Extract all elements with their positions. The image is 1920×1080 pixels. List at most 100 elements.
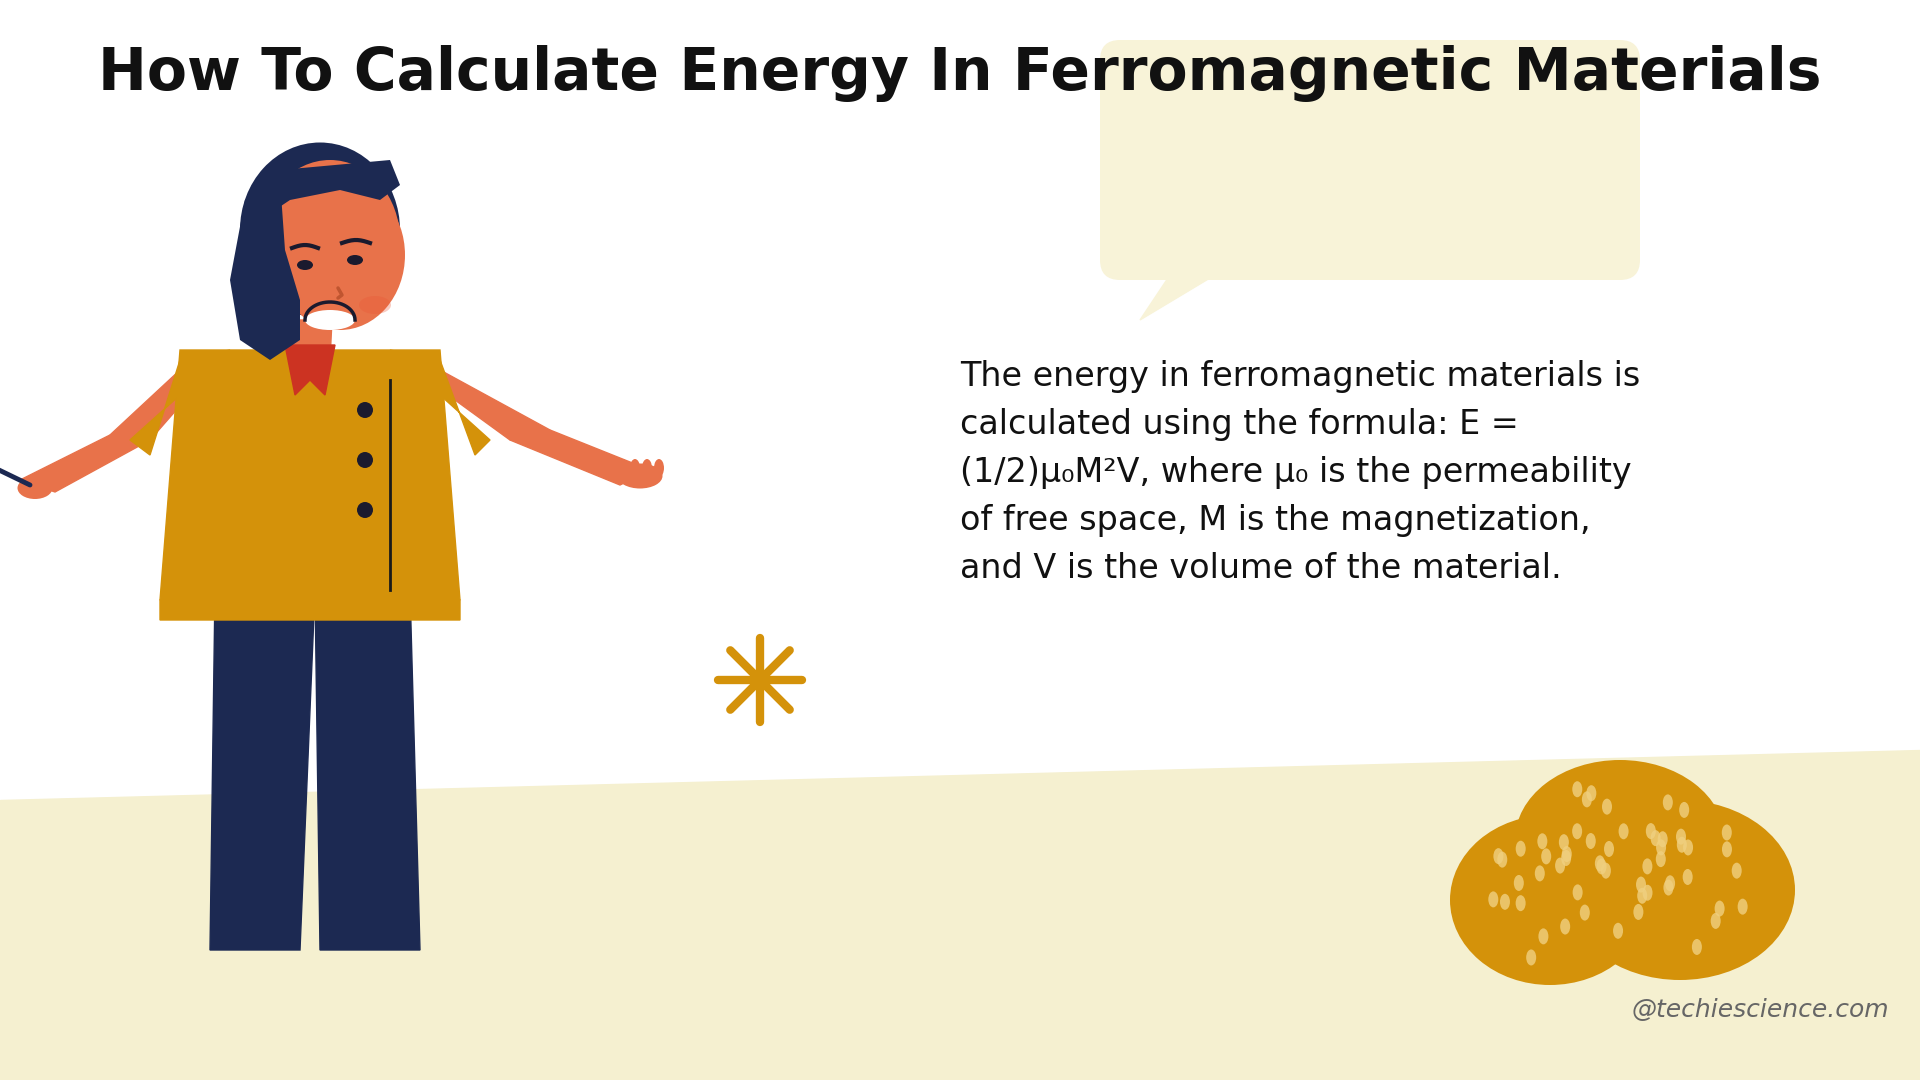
Ellipse shape xyxy=(618,459,628,477)
Ellipse shape xyxy=(275,180,405,330)
Ellipse shape xyxy=(305,310,355,330)
Polygon shape xyxy=(399,360,549,440)
Ellipse shape xyxy=(1513,875,1524,891)
Ellipse shape xyxy=(1500,894,1509,909)
Ellipse shape xyxy=(1561,846,1572,862)
Ellipse shape xyxy=(1559,834,1569,850)
Ellipse shape xyxy=(1596,855,1605,872)
Ellipse shape xyxy=(1515,895,1526,912)
Text: calculated using the formula: E =: calculated using the formula: E = xyxy=(960,408,1519,441)
Ellipse shape xyxy=(1642,885,1653,901)
Text: @techiescience.com: @techiescience.com xyxy=(1632,998,1889,1022)
Text: How To Calculate Energy In Ferromagnetic Materials: How To Calculate Energy In Ferromagnetic… xyxy=(98,45,1822,102)
Ellipse shape xyxy=(1732,863,1741,879)
Polygon shape xyxy=(19,435,150,492)
Polygon shape xyxy=(230,180,300,360)
Ellipse shape xyxy=(17,477,52,499)
Polygon shape xyxy=(288,320,332,360)
Polygon shape xyxy=(159,561,461,620)
Ellipse shape xyxy=(1636,877,1645,892)
Ellipse shape xyxy=(1634,904,1644,920)
Ellipse shape xyxy=(1561,850,1571,866)
Ellipse shape xyxy=(1534,865,1546,881)
Text: The energy in ferromagnetic materials is: The energy in ferromagnetic materials is xyxy=(960,360,1640,393)
Ellipse shape xyxy=(1638,888,1647,904)
Ellipse shape xyxy=(1645,823,1655,839)
Circle shape xyxy=(357,453,372,468)
Ellipse shape xyxy=(1657,839,1667,855)
Ellipse shape xyxy=(1586,785,1596,801)
Text: of free space, M is the magnetization,: of free space, M is the magnetization, xyxy=(960,504,1590,537)
Ellipse shape xyxy=(1722,824,1732,840)
Ellipse shape xyxy=(1613,922,1622,939)
Ellipse shape xyxy=(1572,781,1582,797)
Ellipse shape xyxy=(618,463,662,488)
Polygon shape xyxy=(255,160,399,220)
Ellipse shape xyxy=(298,260,313,270)
Ellipse shape xyxy=(348,256,363,264)
Ellipse shape xyxy=(1565,800,1795,980)
Polygon shape xyxy=(159,350,461,600)
Circle shape xyxy=(301,261,309,269)
FancyBboxPatch shape xyxy=(1100,40,1640,280)
Ellipse shape xyxy=(655,459,664,477)
Ellipse shape xyxy=(1655,851,1667,867)
Ellipse shape xyxy=(1663,795,1672,810)
Ellipse shape xyxy=(1676,837,1688,853)
Ellipse shape xyxy=(1580,905,1590,920)
Ellipse shape xyxy=(1680,802,1690,818)
Ellipse shape xyxy=(1642,859,1653,875)
Ellipse shape xyxy=(630,459,639,477)
Ellipse shape xyxy=(1538,834,1548,849)
Ellipse shape xyxy=(348,255,363,265)
Circle shape xyxy=(351,256,361,264)
Ellipse shape xyxy=(298,261,311,269)
Circle shape xyxy=(357,402,372,418)
Ellipse shape xyxy=(1494,848,1503,864)
Ellipse shape xyxy=(1515,760,1724,920)
Ellipse shape xyxy=(1682,869,1693,885)
Ellipse shape xyxy=(1676,828,1686,845)
Ellipse shape xyxy=(1498,852,1507,867)
Ellipse shape xyxy=(1561,918,1571,934)
Circle shape xyxy=(357,502,372,518)
Ellipse shape xyxy=(1450,815,1649,985)
Polygon shape xyxy=(209,590,315,950)
Ellipse shape xyxy=(1582,792,1592,808)
Polygon shape xyxy=(131,350,230,455)
Ellipse shape xyxy=(1542,849,1551,864)
Ellipse shape xyxy=(1601,798,1613,814)
Ellipse shape xyxy=(1684,839,1693,855)
Polygon shape xyxy=(0,750,1920,1080)
Ellipse shape xyxy=(1738,899,1747,915)
Text: (1/2)μ₀M²V, where μ₀ is the permeability: (1/2)μ₀M²V, where μ₀ is the permeability xyxy=(960,456,1632,489)
Ellipse shape xyxy=(1663,879,1674,895)
Ellipse shape xyxy=(1538,929,1548,944)
Polygon shape xyxy=(284,345,334,395)
Ellipse shape xyxy=(641,459,653,477)
Ellipse shape xyxy=(1657,832,1668,847)
Ellipse shape xyxy=(1603,841,1615,856)
Ellipse shape xyxy=(1597,859,1607,875)
Ellipse shape xyxy=(1651,831,1661,846)
Polygon shape xyxy=(1140,260,1240,320)
Ellipse shape xyxy=(259,160,399,320)
Ellipse shape xyxy=(1515,840,1526,856)
Ellipse shape xyxy=(1555,858,1565,874)
Polygon shape xyxy=(390,350,490,455)
Ellipse shape xyxy=(359,296,392,314)
Ellipse shape xyxy=(1572,885,1582,901)
Ellipse shape xyxy=(1586,833,1596,849)
Ellipse shape xyxy=(1692,939,1701,955)
Ellipse shape xyxy=(1665,875,1674,891)
Ellipse shape xyxy=(1526,949,1536,966)
Ellipse shape xyxy=(1572,823,1582,839)
Ellipse shape xyxy=(1619,823,1628,839)
Ellipse shape xyxy=(1601,863,1611,879)
Polygon shape xyxy=(315,590,420,950)
Ellipse shape xyxy=(1488,891,1498,907)
Ellipse shape xyxy=(240,143,399,318)
Ellipse shape xyxy=(1711,913,1720,929)
Ellipse shape xyxy=(1722,841,1732,858)
Polygon shape xyxy=(511,430,651,485)
